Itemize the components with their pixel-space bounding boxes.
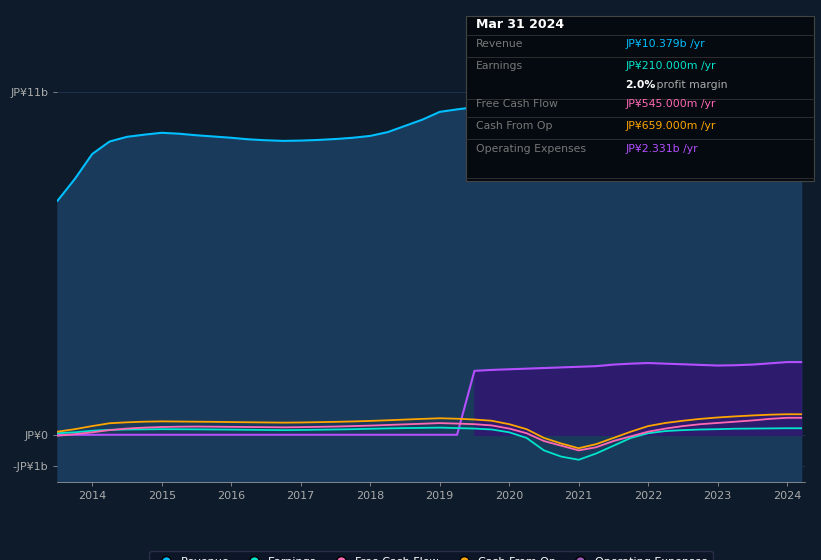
Text: Free Cash Flow: Free Cash Flow — [476, 99, 558, 109]
Text: Cash From Op: Cash From Op — [476, 122, 553, 131]
Text: JP¥210.000m /yr: JP¥210.000m /yr — [626, 62, 716, 72]
Text: profit margin: profit margin — [653, 80, 727, 90]
Text: Operating Expenses: Operating Expenses — [476, 144, 586, 153]
Text: JP¥659.000m /yr: JP¥659.000m /yr — [626, 122, 716, 131]
Legend: Revenue, Earnings, Free Cash Flow, Cash From Op, Operating Expenses: Revenue, Earnings, Free Cash Flow, Cash … — [149, 551, 713, 560]
Text: Revenue: Revenue — [476, 39, 524, 49]
Text: JP¥2.331b /yr: JP¥2.331b /yr — [626, 144, 698, 153]
Text: Earnings: Earnings — [476, 62, 523, 72]
Text: 2.0%: 2.0% — [626, 80, 656, 90]
Text: Mar 31 2024: Mar 31 2024 — [476, 18, 564, 31]
Text: JP¥10.379b /yr: JP¥10.379b /yr — [626, 39, 705, 49]
Text: JP¥545.000m /yr: JP¥545.000m /yr — [626, 99, 716, 109]
